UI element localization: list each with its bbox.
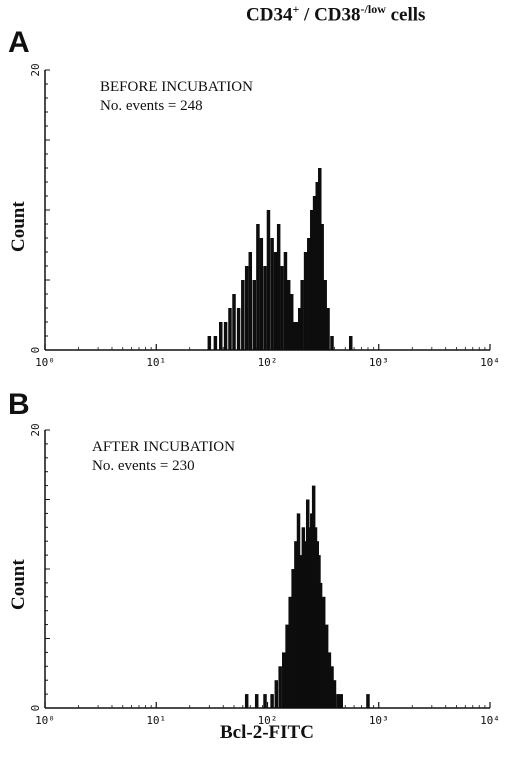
histogram-bar-b (318, 582, 323, 708)
histogram-bar-b (313, 527, 318, 708)
histogram-bar-a (228, 308, 232, 350)
histogram-bar-b (270, 694, 274, 708)
annotation-a-line2: No. events = 248 (100, 98, 203, 114)
panel-a-label: A (8, 26, 30, 59)
histogram-bar-a (348, 336, 353, 350)
histogram-bar-a (298, 308, 302, 350)
histogram-bar-a (213, 336, 218, 350)
histogram-bar-a (263, 266, 267, 350)
histogram-bar-b (324, 624, 329, 708)
histogram-bar-a (276, 224, 281, 350)
histogram-bar-a (310, 210, 314, 350)
x-tick-label-b: 10² (258, 714, 278, 727)
histogram-bar-b (366, 694, 370, 708)
histogram-bar-b (330, 666, 334, 708)
x-axis-label: Bcl-2-FITC (220, 722, 314, 743)
histogram-bar-a (241, 280, 245, 350)
x-tick-label-a: 10¹ (146, 356, 166, 369)
histogram-bar-a (207, 336, 212, 350)
plot-b: 10⁰ 10¹ 10² 10³ 10⁴ 0 20 (29, 423, 500, 727)
histogram-bar-b (310, 513, 314, 708)
y-tick-label-b: 0 (29, 705, 42, 712)
histogram-bar-a (295, 322, 299, 350)
plot-a: 10⁰ 10¹ 10² 10³ 10⁴ 0 20 (29, 63, 500, 369)
histogram-bar-b (339, 694, 343, 708)
x-tick-label-b: 10¹ (146, 714, 166, 727)
histogram-bar-a (270, 238, 274, 350)
histogram-bar-b (278, 666, 282, 708)
histogram-bar-b (305, 499, 310, 708)
histogram-bar-a (312, 196, 317, 350)
histogram-bar-b (244, 694, 249, 708)
histogram-bar-a (266, 210, 271, 350)
histogram-bar-b (288, 596, 292, 708)
histogram-bar-a (283, 252, 288, 350)
histogram-bar-a (244, 266, 249, 350)
histogram-bar-a (273, 252, 278, 350)
annotation-b: AFTER INCUBATION No. events = 230 (92, 438, 235, 476)
histogram-bar-b (274, 680, 279, 708)
histogram-bar-b (303, 541, 308, 708)
histogram-bar-a (300, 280, 304, 350)
histogram-bar-b (327, 652, 332, 708)
annotation-a-line1: BEFORE INCUBATION (100, 79, 253, 95)
histogram-bar-b (294, 541, 298, 708)
histogram-bar-a (219, 322, 223, 350)
histogram-bar-b (285, 624, 289, 708)
histogram-bar-a (289, 294, 294, 350)
x-tick-label-a: 10⁴ (480, 356, 500, 369)
histogram-bar-b (254, 694, 259, 708)
annotation-b-line1: AFTER INCUBATION (92, 439, 235, 455)
annotation-b-line2: No. events = 230 (92, 458, 195, 474)
y-tick-label-b: 20 (29, 423, 42, 436)
histogram-bar-b (263, 694, 267, 708)
x-tick-label-a: 10⁰ (35, 356, 55, 369)
x-tick-label-a: 10³ (369, 356, 389, 369)
histogram-bar-a (256, 224, 260, 350)
x-tick-label-b: 10⁰ (35, 714, 55, 727)
histogram-bar-a (223, 322, 228, 350)
histogram-bar-b (299, 555, 303, 708)
histogram-bar-a (303, 252, 308, 350)
histogram-bar-a (315, 182, 319, 350)
y-tick-label-a: 20 (29, 63, 42, 76)
figure-title: CD34+ / CD38-/low cells (246, 2, 426, 26)
histogram-bar-a (326, 308, 330, 350)
panel-b-label: B (8, 388, 30, 421)
histogram-bar-a (252, 280, 256, 350)
histogram-bar-a (307, 238, 311, 350)
histogram-bar-b (296, 513, 301, 708)
histogram-bar-a (236, 308, 241, 350)
histogram-bar-a (330, 336, 334, 350)
histogram-bar-a (318, 168, 322, 350)
histogram-bar-a (320, 224, 324, 350)
histogram-bar-a (248, 252, 253, 350)
histogram-bar-b (311, 485, 316, 708)
histogram-bar-a (232, 294, 236, 350)
histogram-bar-b (282, 652, 286, 708)
histogram-bar-a (323, 280, 327, 350)
histogram-bar-a (292, 322, 297, 350)
histogram-bar-b (291, 569, 295, 708)
annotation-a: BEFORE INCUBATION No. events = 248 (100, 78, 253, 116)
x-tick-label-b: 10³ (369, 714, 389, 727)
x-tick-label-b: 10⁴ (480, 714, 500, 727)
histogram-bar-a (280, 266, 284, 350)
histogram-bar-b (301, 527, 306, 708)
histogram-bar-a (259, 238, 264, 350)
x-tick-label-a: 10² (258, 356, 278, 369)
histogram-bar-a (286, 280, 291, 350)
histogram-bar-b (321, 596, 326, 708)
histogram-bar-b (332, 680, 337, 708)
histogram-bar-b (336, 694, 340, 708)
y-tick-label-a: 0 (29, 347, 42, 354)
histogram-bar-b (308, 527, 312, 708)
